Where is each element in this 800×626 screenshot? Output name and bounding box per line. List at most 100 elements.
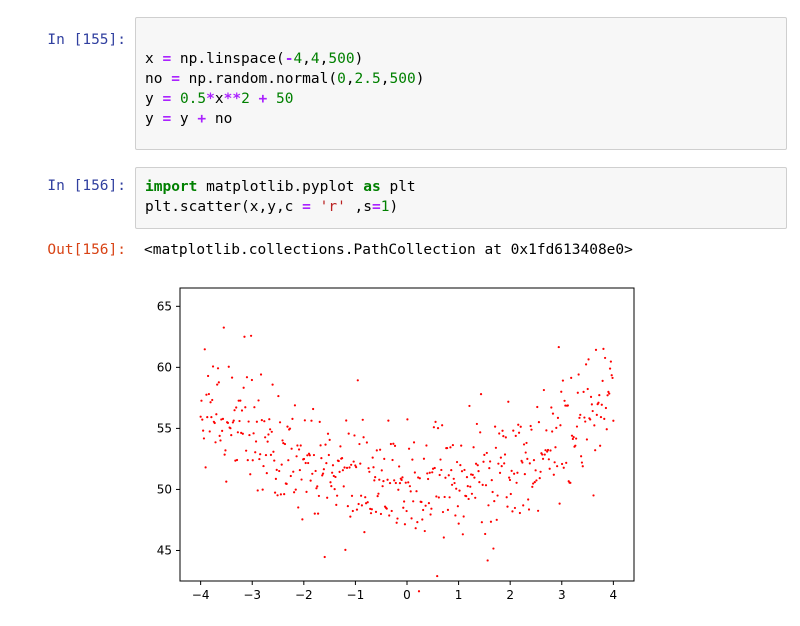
data-point [221,417,225,420]
data-point [532,459,536,462]
code-line: y = 0.5*x**2 + 50 [145,89,786,109]
data-point [560,462,564,466]
data-point [601,379,604,382]
data-point [544,449,547,452]
code-token: plt.scatter(x,y,c [145,199,303,215]
data-point [432,426,435,429]
data-point [491,490,494,494]
code-token [311,199,320,215]
input-prompt-155: In [155]: [47,32,126,48]
data-point [608,392,611,395]
code-token: = [171,71,180,87]
data-point [513,472,516,475]
data-point [343,466,346,469]
data-point [409,490,412,493]
data-point [231,421,234,424]
data-point [518,511,521,515]
data-point [227,365,230,368]
data-point [269,453,273,456]
data-point [401,476,404,479]
data-point [403,500,406,503]
data-point [279,493,282,496]
data-point [422,457,426,460]
data-point [412,441,416,444]
data-point [381,485,384,488]
data-point [276,494,279,497]
data-point [222,326,225,329]
data-point [563,399,566,402]
data-point [361,418,364,421]
data-point [489,520,493,523]
data-point [510,469,513,472]
data-point [522,443,526,446]
code-input-155[interactable]: x = np.linspace(-4,4,500) no = np.random.… [135,17,787,150]
data-point [493,500,496,503]
data-point [560,390,563,393]
data-point [287,459,290,462]
code-token [267,91,276,107]
data-point [249,334,253,337]
data-point [597,401,600,404]
code-token: no [206,111,233,127]
data-point [465,495,468,498]
data-point [265,471,268,475]
code-token: 4 [293,51,303,67]
data-point [365,441,368,444]
data-point [310,419,313,422]
data-point [431,471,434,474]
data-point [336,494,339,497]
data-point [589,418,592,421]
data-point [572,435,575,439]
data-point [441,424,444,427]
data-point [439,458,442,461]
code-input-156[interactable]: import matplotlib.pyplot as plt plt.scatt… [135,167,787,229]
data-point [269,428,272,431]
data-point [268,418,271,421]
data-point [538,477,541,480]
data-point [458,489,461,492]
data-point [216,367,220,370]
data-point [537,509,540,512]
data-point [594,449,597,452]
y-tick-label: 50 [157,482,172,496]
code-text-156[interactable]: import matplotlib.pyplot as plt plt.scatt… [136,168,786,217]
data-point [289,474,292,478]
data-point [218,434,221,437]
data-point [335,503,338,506]
plot-frame [179,287,635,582]
data-point [554,446,557,449]
data-point [258,457,261,461]
data-point [584,363,588,366]
data-point [216,383,219,386]
code-token: , [380,71,390,87]
data-point [291,417,294,420]
data-point [542,388,545,392]
data-point [583,416,586,419]
data-point [326,496,329,499]
scatter-points [199,326,615,593]
output-prompt-156: Out[156]: [47,242,126,258]
data-point [340,457,344,460]
x-tick-label: 1 [455,588,463,602]
data-point [585,438,588,441]
data-point [470,473,473,476]
data-point [230,434,233,437]
data-point [467,497,470,501]
data-point [201,418,204,421]
data-point [299,444,302,447]
data-point [411,458,414,461]
code-token: plt [380,179,416,195]
data-point [473,476,476,479]
data-point [536,405,539,409]
code-token: 2 [241,91,250,107]
data-point [392,442,395,445]
data-point [264,453,268,457]
code-text-155[interactable]: x = np.linspace(-4,4,500) no = np.random.… [136,18,786,129]
data-point [413,471,416,474]
code-token: = [162,111,172,127]
data-point [608,367,612,370]
data-point [235,458,239,462]
data-point [312,407,315,411]
data-point [321,474,324,477]
data-point [331,464,335,467]
